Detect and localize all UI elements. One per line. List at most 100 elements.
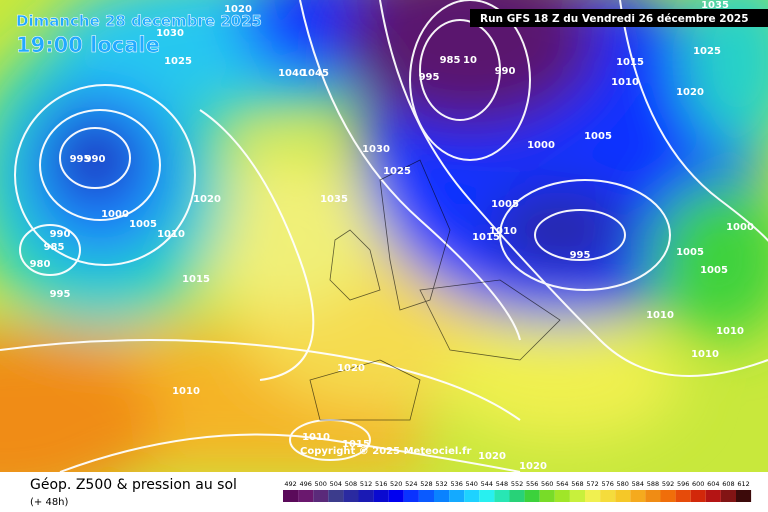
legend-swatch bbox=[630, 490, 646, 502]
legend-label: 520 bbox=[390, 480, 402, 488]
legend-swatch bbox=[736, 490, 752, 502]
legend-label: 604 bbox=[707, 480, 719, 488]
isobar-label: 1010 bbox=[172, 386, 200, 397]
isobar-label: 1005 bbox=[676, 247, 704, 258]
legend-swatch bbox=[539, 490, 555, 502]
legend-swatch bbox=[705, 490, 721, 502]
date: Dimanche 28 decembre 2025 bbox=[16, 12, 262, 30]
legend-swatch bbox=[418, 490, 434, 502]
isobar-label: 1020 bbox=[676, 87, 704, 98]
legend-label: 544 bbox=[481, 480, 493, 488]
legend-swatch bbox=[283, 490, 299, 502]
legend-label: 496 bbox=[299, 480, 311, 488]
isobar-label: 1025 bbox=[693, 46, 721, 57]
footer-title: Géop. Z500 & pression au sol bbox=[30, 477, 237, 493]
legend-label: 596 bbox=[677, 480, 689, 488]
isobar-label: 1020 bbox=[337, 363, 365, 374]
legend-swatch bbox=[600, 490, 616, 502]
legend-label: 584 bbox=[632, 480, 644, 488]
isobar-label: 1010 bbox=[691, 349, 719, 360]
legend-label: 568 bbox=[571, 480, 583, 488]
legend-label: 608 bbox=[722, 480, 734, 488]
legend-label: 612 bbox=[737, 480, 749, 488]
legend-label: 552 bbox=[511, 480, 523, 488]
isobar-label: 985 bbox=[440, 55, 461, 66]
legend-swatch bbox=[403, 490, 419, 502]
legend-swatch bbox=[645, 490, 661, 502]
isobar-label: 995 bbox=[70, 154, 91, 165]
legend-swatch bbox=[358, 490, 374, 502]
isobar-label: 1010 bbox=[157, 229, 185, 240]
isobar-label: 1035 bbox=[320, 194, 348, 205]
isobar-label: 985 bbox=[44, 242, 65, 253]
legend-label: 512 bbox=[360, 480, 372, 488]
isobar-label: 1025 bbox=[383, 166, 411, 177]
isobar-label: 1005 bbox=[584, 131, 612, 142]
legend-label: 500 bbox=[315, 480, 327, 488]
run-info: Run GFS 18 Z du Vendredi 26 décembre 202… bbox=[480, 13, 749, 25]
legend-swatch bbox=[313, 490, 329, 502]
legend-swatch bbox=[660, 490, 676, 502]
legend-swatch bbox=[569, 490, 585, 502]
isobar-label: 1015 bbox=[342, 439, 370, 450]
legend-swatch bbox=[720, 490, 736, 502]
isobar-label: 990 bbox=[85, 154, 106, 165]
legend-label: 524 bbox=[405, 480, 417, 488]
legend-swatch bbox=[494, 490, 510, 502]
copyright: Copyright © 2025 Meteociel.fr bbox=[300, 446, 471, 457]
isobar-label: 1000 bbox=[101, 209, 129, 220]
time: 19:00 locale bbox=[16, 33, 160, 57]
isobar-label: 1010 bbox=[646, 310, 674, 321]
isobar-label: 1015 bbox=[472, 232, 500, 243]
legend-label: 504 bbox=[330, 480, 342, 488]
legend-label: 600 bbox=[692, 480, 704, 488]
isobar-label: 1030 bbox=[362, 144, 390, 155]
legend-swatch bbox=[388, 490, 404, 502]
isobar-label: 1020 bbox=[193, 194, 221, 205]
legend-label: 588 bbox=[647, 480, 659, 488]
legend-label: 564 bbox=[556, 480, 568, 488]
legend-label: 536 bbox=[450, 480, 462, 488]
legend-swatch bbox=[343, 490, 359, 502]
isobar-label: 995 bbox=[570, 250, 591, 261]
isobar-label: 1020 bbox=[224, 4, 252, 15]
legend-label: 592 bbox=[662, 480, 674, 488]
isobar-label: 980 bbox=[30, 259, 51, 270]
isobar-label: 1010 bbox=[302, 432, 330, 443]
isobar-label: 1000 bbox=[527, 140, 555, 151]
isobar-label: 995 bbox=[50, 289, 71, 300]
isobar-label: 990 bbox=[495, 66, 516, 77]
legend-swatch bbox=[328, 490, 344, 502]
legend-swatch bbox=[585, 490, 601, 502]
isobar-label: 1020 bbox=[519, 461, 547, 472]
legend-label: 492 bbox=[284, 480, 296, 488]
legend-label: 532 bbox=[435, 480, 447, 488]
isobar-label: 10 bbox=[463, 55, 477, 66]
legend-label: 576 bbox=[601, 480, 613, 488]
isobar-label: 1005 bbox=[700, 265, 728, 276]
lead-time: (+ 48h) bbox=[30, 497, 69, 508]
isobar-label: 1000 bbox=[726, 222, 754, 233]
isobar-label: 1035 bbox=[701, 0, 729, 11]
legend-swatch bbox=[479, 490, 495, 502]
legend-swatch bbox=[298, 490, 314, 502]
isobar-label: 990 bbox=[50, 229, 71, 240]
legend-swatch bbox=[449, 490, 465, 502]
isobar-label: 1015 bbox=[182, 274, 210, 285]
isobar-label: 1040 bbox=[278, 68, 306, 79]
isobar-label: 1010 bbox=[611, 77, 639, 88]
legend-label: 528 bbox=[420, 480, 432, 488]
isobar-label: 1030 bbox=[156, 28, 184, 39]
legend-label: 548 bbox=[496, 480, 508, 488]
legend-label: 508 bbox=[345, 480, 357, 488]
isobar-label: 1005 bbox=[491, 199, 519, 210]
isobar-label: 1005 bbox=[129, 219, 157, 230]
legend-swatch bbox=[434, 490, 450, 502]
legend-swatch bbox=[675, 490, 691, 502]
legend-label: 560 bbox=[541, 480, 553, 488]
isobar-label: 1020 bbox=[478, 451, 506, 462]
legend-swatch bbox=[373, 490, 389, 502]
isobar-label: 1015 bbox=[616, 57, 644, 68]
